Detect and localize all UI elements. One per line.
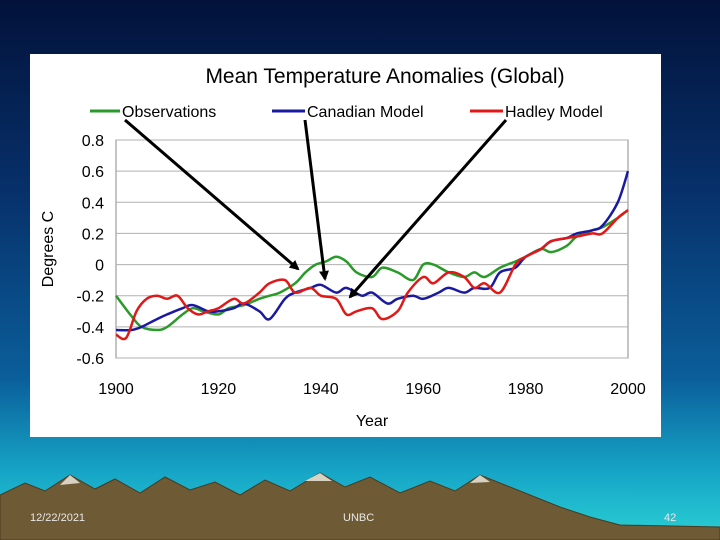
grid bbox=[116, 139, 628, 359]
legend-label-observations: Observations bbox=[122, 104, 216, 121]
y-tick-label: 0.8 bbox=[82, 133, 104, 150]
slide-number: 42 bbox=[664, 512, 677, 524]
y-tick-label: -0.6 bbox=[76, 351, 104, 368]
legend-label-hadley: Hadley Model bbox=[505, 104, 603, 121]
legend: Observations Canadian Model Hadley Model bbox=[90, 104, 603, 121]
arrow-hadley bbox=[348, 119, 508, 299]
footer-center-text: UNBC bbox=[343, 512, 375, 524]
arrow-observations bbox=[124, 118, 300, 271]
plot-area bbox=[115, 139, 629, 359]
x-axis-label: Year bbox=[356, 413, 389, 430]
y-tick-labels: 0.8 0.6 0.4 0.2 0 -0.2 -0.4 -0.6 bbox=[76, 133, 104, 368]
y-tick-label: -0.2 bbox=[76, 289, 104, 306]
x-tick-label: 1980 bbox=[508, 381, 544, 398]
annotation-arrows bbox=[124, 118, 508, 299]
chart-panel: Mean Temperature Anomalies (Global) Obse… bbox=[30, 54, 661, 437]
footer-date: 12/22/2021 bbox=[30, 512, 86, 524]
series-lines bbox=[115, 170, 630, 341]
x-tick-label: 1920 bbox=[201, 381, 237, 398]
y-axis-label: Degrees C bbox=[40, 211, 57, 287]
legend-label-canadian: Canadian Model bbox=[307, 104, 424, 121]
x-tick-labels: 1900 1920 1940 1960 1980 2000 bbox=[98, 381, 646, 398]
chart-title: Mean Temperature Anomalies (Global) bbox=[205, 65, 564, 88]
arrow-canadian bbox=[303, 119, 329, 281]
y-tick-label: 0.6 bbox=[82, 164, 104, 181]
y-tick-label: 0.2 bbox=[82, 226, 104, 243]
series-line-hadley bbox=[115, 209, 629, 341]
x-tick-label: 1960 bbox=[405, 381, 441, 398]
y-tick-label: -0.4 bbox=[76, 320, 104, 337]
x-tick-label: 1940 bbox=[303, 381, 339, 398]
chart-svg: Mean Temperature Anomalies (Global) Obse… bbox=[40, 65, 646, 430]
x-tick-label: 2000 bbox=[610, 381, 646, 398]
y-tick-label: 0 bbox=[95, 258, 104, 275]
mountain-silhouette bbox=[0, 472, 720, 540]
x-tick-label: 1900 bbox=[98, 381, 134, 398]
y-tick-label: 0.4 bbox=[82, 195, 104, 212]
